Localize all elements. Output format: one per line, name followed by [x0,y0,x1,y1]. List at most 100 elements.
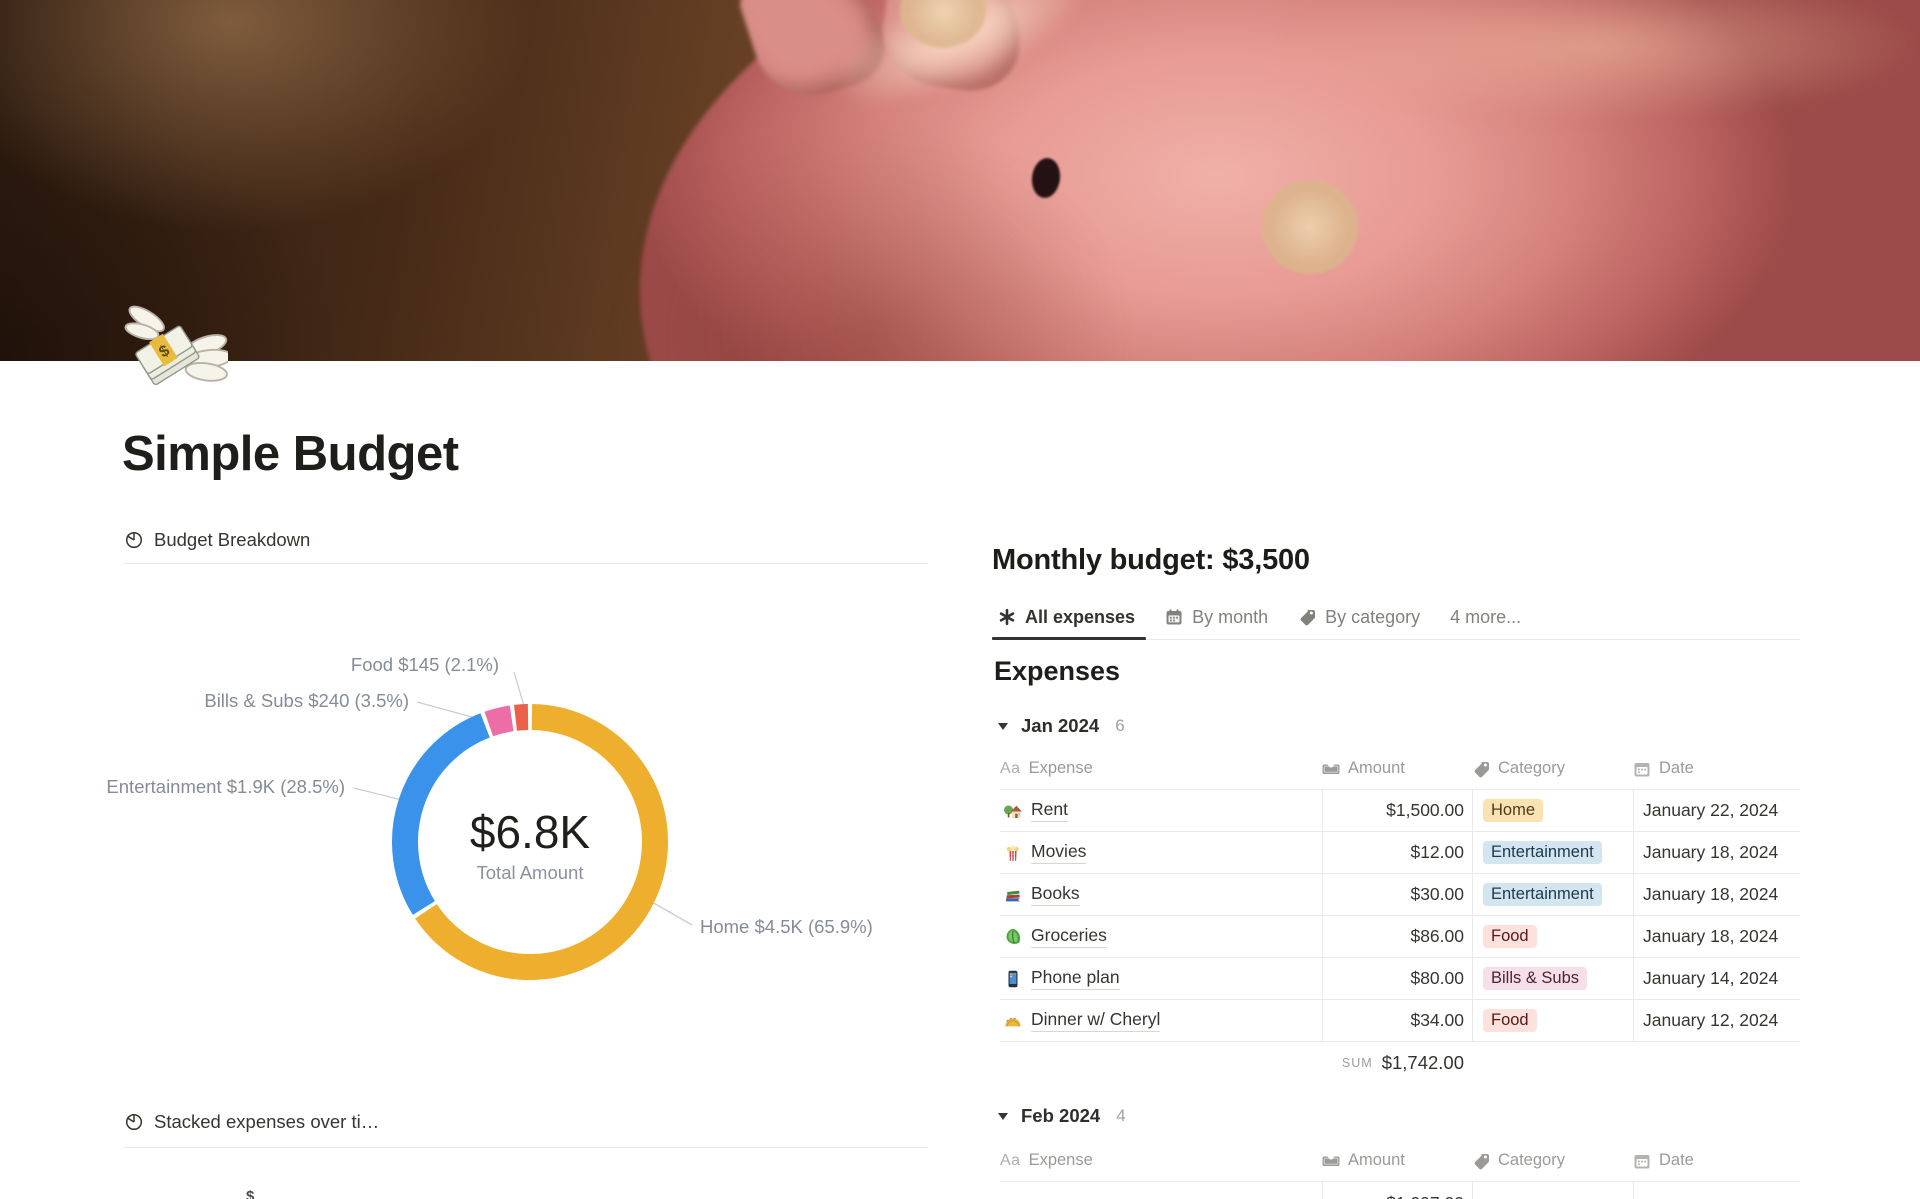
expense-name[interactable]: Books [1031,883,1080,906]
column-header-category[interactable]: Category [1472,1151,1633,1170]
category-badge[interactable]: Bills & Subs [1483,967,1588,990]
expense-name[interactable]: Groceries [1031,925,1107,948]
donut-slice-bills-subs[interactable] [484,705,514,737]
donut-slice-entertainment[interactable] [392,713,490,915]
books-emoji [1006,890,1020,901]
expense-cell[interactable]: Dinner w/ Cheryl [1000,1000,1322,1041]
chart-block-heading[interactable]: Budget Breakdown [124,526,928,554]
amount-cell[interactable]: $12.00 [1322,832,1472,873]
tab-by-category[interactable]: By category [1298,607,1420,628]
date-cell[interactable]: January 14, 2024 [1633,958,1800,999]
category-cell[interactable]: Entertainment [1472,874,1633,915]
column-header-expense[interactable]: Aa Expense [1000,1151,1093,1169]
amount-cell[interactable]: $80.00 [1322,958,1472,999]
date-cell[interactable]: January 18, 2024 [1633,874,1800,915]
expense-cell[interactable]: Movies [1000,832,1322,873]
calendar-icon [1634,1154,1650,1168]
calendar-icon [1166,609,1182,625]
stacked-chart-axis-partial: $ [246,1188,255,1199]
table-row[interactable]: Rent $1,500.00 Home January 22, 2024 [1000,790,1800,832]
date-cell[interactable] [1633,1182,1800,1199]
category-cell[interactable]: Bills & Subs [1472,958,1633,999]
expense-name[interactable]: Rent [1031,799,1068,822]
donut-chart-svg[interactable] [124,640,930,1000]
amount-cell[interactable]: $34.00 [1322,1000,1472,1041]
donut-slice-food[interactable] [514,704,529,731]
table-column-headers: Aa Expense Amount Category [1000,748,1800,790]
date-cell[interactable]: January 12, 2024 [1633,1000,1800,1041]
divider [124,563,928,564]
expense-name[interactable]: Phone plan [1031,967,1120,990]
table-row[interactable]: Groceries $86.00 Food January 18, 2024 [1000,916,1800,958]
sum-label: SUM [1341,1056,1373,1070]
amount-cell[interactable]: $1,097.00 [1322,1182,1472,1199]
amount-cell[interactable]: $86.00 [1322,916,1472,957]
category-cell[interactable]: Entertainment [1472,832,1633,873]
column-header-amount[interactable]: Amount [1322,1151,1472,1170]
table-row[interactable]: Dinner w/ Cheryl $34.00 Food January 12,… [1000,1000,1800,1042]
date-cell[interactable]: January 18, 2024 [1633,916,1800,957]
category-badge[interactable]: Food [1483,1009,1537,1032]
tab-more[interactable]: 4 more... [1450,607,1521,628]
chart-block-title: Budget Breakdown [154,529,311,550]
tab-label: All expenses [1025,606,1136,627]
category-badge[interactable]: Home [1483,799,1544,822]
column-header-category[interactable]: Category [1472,759,1633,778]
text-property-icon: Aa [1000,1151,1021,1169]
column-header-date[interactable]: Date [1633,759,1800,778]
donut-chart[interactable]: Food $145 (2.1%) Bills & Subs $240 (3.5%… [106,640,930,1000]
chart-block-heading-2[interactable]: Stacked expenses over ti… [124,1108,928,1136]
slice-label-food: Food $145 (2.1%) [350,654,499,675]
category-cell[interactable] [1472,1182,1633,1199]
amount-cell[interactable]: $30.00 [1322,874,1472,915]
group-header-feb-2024[interactable]: Feb 2024 4 [998,1102,1126,1130]
column-header-amount[interactable]: Amount [1322,759,1472,778]
group-count: 6 [1115,716,1125,735]
category-cell[interactable]: Food [1472,916,1633,957]
table-row-partial[interactable]: $1,097.00 [1000,1182,1800,1199]
donut-slice-home[interactable] [415,704,668,980]
amount-cell[interactable]: $1,500.00 [1322,790,1472,831]
group-header-jan-2024[interactable]: Jan 2024 6 [998,712,1125,740]
popcorn-emoji [1006,845,1019,861]
expenses-db-title[interactable]: Expenses [994,656,1121,686]
monthly-budget-heading[interactable]: Monthly budget: $3,500 [992,544,1310,576]
pie-chart-icon [125,531,143,549]
tabs-divider [992,639,1800,640]
date-cell[interactable]: January 22, 2024 [1633,790,1800,831]
tab-by-month[interactable]: By month [1165,607,1268,628]
money-with-wings-emoji[interactable]: $ [124,300,233,404]
category-badge[interactable]: Food [1483,925,1537,948]
category-badge[interactable]: Entertainment [1483,841,1602,864]
category-badge[interactable]: Entertainment [1483,883,1602,906]
collapse-triangle-icon[interactable] [998,722,1008,730]
calendar-icon [1634,762,1650,776]
column-header-expense[interactable]: Aa Expense [1000,759,1093,777]
expense-cell[interactable]: Rent [1000,790,1322,831]
piggy-spot [1262,180,1358,274]
text-property-icon: Aa [1000,759,1021,777]
divider [124,1147,928,1148]
date-cell[interactable]: January 18, 2024 [1633,832,1800,873]
collapse-triangle-icon[interactable] [998,1112,1008,1120]
expenses-panel: Monthly budget: $3,500 All expenses [992,544,1800,1199]
expense-cell[interactable] [1000,1182,1322,1199]
category-cell[interactable]: Food [1472,1000,1633,1041]
category-cell[interactable]: Home [1472,790,1633,831]
tab-label: By month [1192,606,1269,627]
table-row[interactable]: Phone plan $80.00 Bills & Subs January 1… [1000,958,1800,1000]
sum-row[interactable]: SUM $1,742.00 [1000,1042,1472,1084]
page-title[interactable]: Simple Budget [122,427,459,481]
expense-name[interactable]: Movies [1031,841,1087,864]
expense-name[interactable]: Dinner w/ Cheryl [1031,1009,1161,1032]
expense-cell[interactable]: Groceries [1000,916,1322,957]
column-header-date[interactable]: Date [1633,1151,1800,1170]
expense-cell[interactable]: Books [1000,874,1322,915]
table-row[interactable]: Movies $12.00 Entertainment January 18, … [1000,832,1800,874]
tab-all-expenses[interactable]: All expenses [998,607,1135,628]
table-row[interactable]: Books $30.00 Entertainment January 18, 2… [1000,874,1800,916]
expense-cell[interactable]: Phone plan [1000,958,1322,999]
pie-chart-icon [125,1113,143,1131]
callout-leader-lines [353,671,693,926]
